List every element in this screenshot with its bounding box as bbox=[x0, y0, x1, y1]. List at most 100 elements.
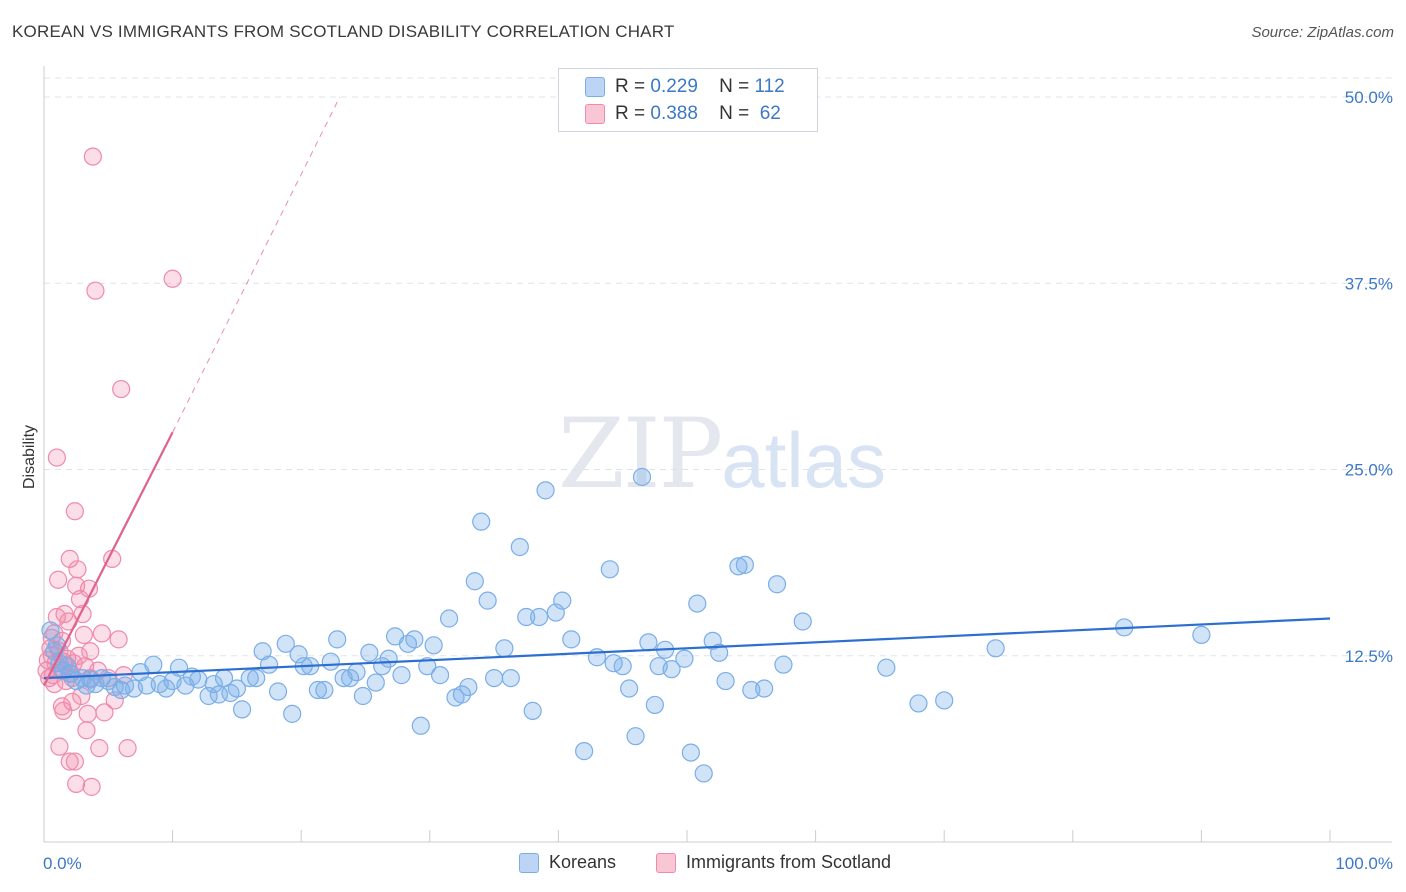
legend-label-scotland: Immigrants from Scotland bbox=[686, 852, 892, 872]
korean-point bbox=[626, 727, 645, 746]
korean-point bbox=[268, 682, 288, 701]
scotland-point bbox=[60, 752, 79, 771]
tick-labels: 12.5% 25.0% 37.5% 50.0% 0.0% 100.0% bbox=[43, 88, 1393, 873]
korean-point bbox=[283, 704, 302, 723]
scotland-point bbox=[105, 691, 124, 710]
legend-r-label: R = bbox=[615, 103, 646, 124]
scotland-point bbox=[52, 697, 72, 716]
series-legend: Koreans Immigrants from Scotland bbox=[0, 852, 1406, 878]
korean-point bbox=[418, 657, 437, 676]
legend-n-value: 62 bbox=[754, 103, 781, 124]
y-axis-label: Disability bbox=[21, 425, 38, 489]
korean-point bbox=[688, 594, 707, 613]
scotland-point bbox=[65, 752, 84, 771]
legend-r-label: R = bbox=[615, 76, 646, 97]
korean-point bbox=[439, 609, 459, 628]
legend-n-label: N = bbox=[719, 76, 750, 97]
korean-point bbox=[639, 633, 658, 652]
korean-point bbox=[694, 764, 713, 783]
scotland-point bbox=[65, 502, 84, 521]
korean-point bbox=[227, 679, 246, 698]
legend-swatch-scotland bbox=[656, 852, 676, 873]
korean-point bbox=[793, 612, 812, 631]
korean-point bbox=[735, 555, 754, 574]
grid bbox=[44, 77, 1392, 657]
korean-point bbox=[536, 481, 555, 500]
korean-point bbox=[459, 677, 478, 697]
korean-point bbox=[478, 591, 497, 610]
korean-point bbox=[662, 660, 681, 679]
korean-point bbox=[501, 668, 520, 688]
scotland-point bbox=[49, 570, 68, 589]
scotland-point bbox=[81, 642, 100, 661]
y-tick-label: 37.5% bbox=[1345, 274, 1393, 293]
korean-point bbox=[308, 680, 328, 700]
korean-point bbox=[430, 666, 450, 685]
scotland-point bbox=[86, 281, 105, 300]
scotland-point bbox=[55, 604, 74, 624]
legend-n-value: 112 bbox=[754, 76, 785, 97]
korean-point bbox=[562, 630, 581, 649]
korean-point bbox=[347, 663, 366, 682]
korean-point bbox=[276, 634, 295, 653]
korean-point bbox=[681, 743, 700, 762]
series-immigrants-from-scotland bbox=[37, 147, 182, 796]
korean-point bbox=[510, 537, 529, 557]
korean-point bbox=[675, 649, 694, 668]
korean-point bbox=[495, 639, 514, 658]
korean-point bbox=[379, 649, 398, 668]
source-label: Source: ZipAtlas.com bbox=[1251, 24, 1394, 41]
scotland-point bbox=[90, 739, 109, 758]
x-tick-label: 100.0% bbox=[1335, 854, 1393, 873]
scotland-point bbox=[78, 704, 97, 723]
scotland-point bbox=[83, 147, 102, 166]
scotland-point bbox=[112, 379, 131, 399]
watermark-atlas: atlas bbox=[721, 416, 886, 504]
korean-point bbox=[755, 679, 774, 698]
korean-point bbox=[452, 685, 472, 704]
stats-legend: R = 0.229 N = 112 R = 0.388 N = 62 bbox=[558, 68, 818, 132]
korean-point bbox=[877, 658, 896, 677]
korean-point bbox=[620, 679, 639, 698]
axes bbox=[43, 66, 1392, 843]
watermark-zip: ZIP bbox=[558, 398, 723, 510]
korean-point bbox=[632, 467, 652, 487]
legend-row-koreans: R = 0.229 N = 112 bbox=[585, 75, 785, 99]
scotland-point bbox=[118, 739, 137, 758]
scotland-point bbox=[68, 560, 87, 579]
korean-point bbox=[259, 655, 279, 674]
korean-point bbox=[485, 668, 504, 688]
korean-point bbox=[935, 691, 954, 710]
scotland-point bbox=[47, 448, 66, 467]
korean-point bbox=[405, 630, 424, 649]
korean-point bbox=[517, 607, 536, 627]
legend-item-scotland: Immigrants from Scotland bbox=[656, 852, 891, 873]
korean-point bbox=[774, 655, 793, 674]
x-tick-label: 0.0% bbox=[43, 854, 82, 873]
korean-point bbox=[144, 655, 163, 674]
korean-point bbox=[986, 639, 1005, 658]
legend-row-scotland: R = 0.388 N = 62 bbox=[585, 102, 781, 126]
watermark: ZIPatlas bbox=[558, 398, 886, 510]
korean-point bbox=[523, 701, 542, 720]
korean-point bbox=[189, 670, 208, 689]
scotland-point bbox=[92, 624, 111, 643]
korean-point bbox=[424, 636, 443, 655]
korean-point bbox=[716, 671, 735, 691]
y-tick-label: 12.5% bbox=[1345, 647, 1393, 666]
trend-lines bbox=[43, 96, 1331, 687]
korean-point bbox=[465, 572, 484, 591]
korean-point bbox=[1192, 625, 1211, 644]
korean-trend-line bbox=[43, 617, 1331, 680]
scotland-trend-extension bbox=[172, 96, 341, 433]
korean-point bbox=[729, 557, 748, 576]
korean-point bbox=[553, 591, 572, 610]
korean-point bbox=[600, 560, 619, 579]
scotland-point bbox=[109, 630, 128, 649]
korean-point bbox=[328, 630, 347, 649]
korean-point bbox=[710, 643, 729, 662]
korean-point bbox=[47, 636, 66, 655]
scotland-point bbox=[82, 777, 101, 796]
scotland-point bbox=[163, 269, 182, 288]
